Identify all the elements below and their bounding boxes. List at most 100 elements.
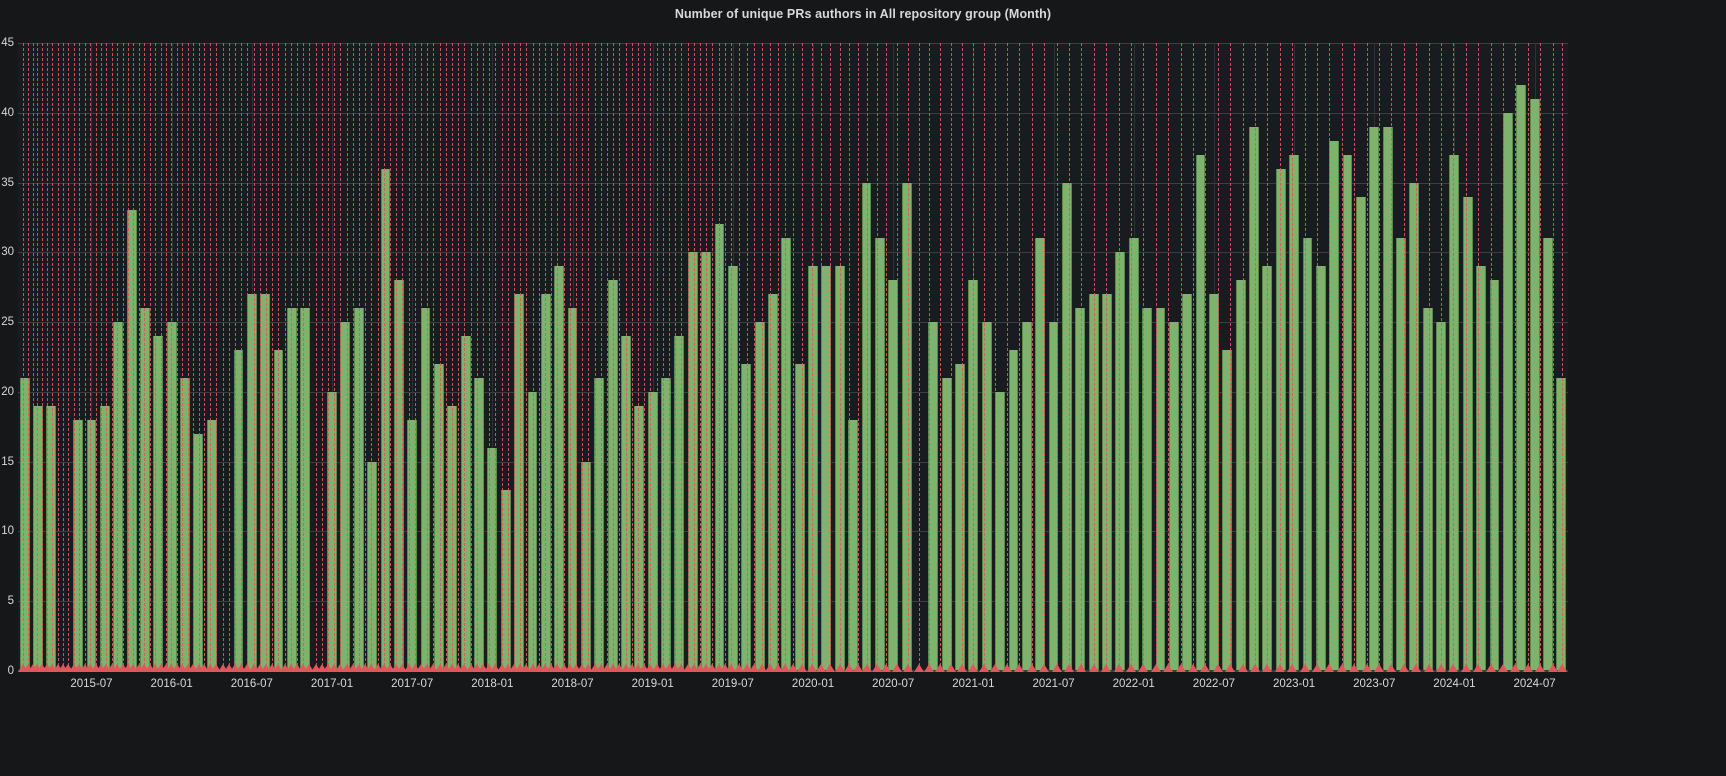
- bar[interactable]: [1008, 350, 1019, 671]
- bar[interactable]: [126, 210, 137, 671]
- bar[interactable]: [634, 405, 645, 671]
- annotation-marker-icon[interactable]: [285, 664, 296, 672]
- annotation-marker-icon[interactable]: [397, 664, 408, 672]
- annotation-marker-icon[interactable]: [133, 664, 144, 672]
- annotation-marker-icon[interactable]: [1212, 664, 1223, 672]
- annotation-marker-icon[interactable]: [540, 664, 550, 672]
- annotation-marker-icon[interactable]: [188, 664, 199, 672]
- bar[interactable]: [995, 391, 1006, 671]
- annotation-marker-icon[interactable]: [101, 664, 112, 672]
- bar[interactable]: [727, 266, 738, 671]
- annotation-marker-icon[interactable]: [1547, 664, 1558, 672]
- annotation-marker-icon[interactable]: [843, 664, 854, 672]
- annotation-marker-icon[interactable]: [521, 664, 532, 672]
- annotation-marker-icon[interactable]: [701, 664, 712, 672]
- bar[interactable]: [1142, 308, 1153, 671]
- bar[interactable]: [1342, 154, 1353, 671]
- annotation-marker-icon[interactable]: [515, 664, 526, 672]
- bar[interactable]: [1061, 182, 1072, 671]
- annotation-marker-icon[interactable]: [608, 664, 619, 672]
- annotation-marker-icon[interactable]: [106, 664, 117, 672]
- annotation-marker-icon[interactable]: [595, 664, 606, 672]
- bar[interactable]: [46, 405, 57, 671]
- annotation-marker-icon[interactable]: [490, 664, 501, 672]
- bar[interactable]: [1155, 308, 1166, 671]
- annotation-marker-icon[interactable]: [166, 664, 177, 672]
- annotation-marker-icon[interactable]: [1051, 664, 1062, 672]
- annotation-marker-icon[interactable]: [1125, 664, 1136, 672]
- bar[interactable]: [1168, 322, 1179, 671]
- annotation-marker-icon[interactable]: [626, 664, 637, 672]
- annotation-marker-icon[interactable]: [484, 664, 495, 672]
- bar[interactable]: [580, 461, 591, 671]
- bar[interactable]: [768, 294, 778, 671]
- bar[interactable]: [99, 405, 110, 671]
- annotation-marker-icon[interactable]: [85, 664, 96, 672]
- bar[interactable]: [514, 294, 524, 671]
- bar[interactable]: [380, 168, 391, 671]
- annotation-markers[interactable]: [18, 663, 1568, 673]
- annotation-marker-icon[interactable]: [834, 664, 845, 672]
- annotation-marker-icon[interactable]: [1063, 664, 1074, 672]
- annotation-marker-icon[interactable]: [620, 664, 631, 672]
- bar[interactable]: [1516, 84, 1527, 671]
- annotation-marker-icon[interactable]: [478, 664, 488, 672]
- annotation-marker-icon[interactable]: [1556, 664, 1567, 672]
- annotation-marker-icon[interactable]: [571, 664, 581, 672]
- annotation-marker-icon[interactable]: [797, 664, 808, 672]
- bar[interactable]: [460, 336, 471, 671]
- bar[interactable]: [754, 322, 765, 671]
- annotation-marker-icon[interactable]: [676, 664, 687, 672]
- bar[interactable]: [1449, 154, 1460, 671]
- annotation-marker-icon[interactable]: [428, 664, 439, 672]
- annotation-marker-icon[interactable]: [989, 664, 1000, 672]
- annotation-marker-icon[interactable]: [1187, 664, 1198, 672]
- annotation-marker-icon[interactable]: [211, 664, 222, 672]
- annotation-marker-icon[interactable]: [360, 664, 371, 672]
- annotation-marker-icon[interactable]: [772, 664, 783, 672]
- annotation-marker-icon[interactable]: [509, 664, 519, 672]
- annotation-marker-icon[interactable]: [527, 664, 538, 672]
- annotation-marker-icon[interactable]: [177, 664, 188, 672]
- annotation-marker-icon[interactable]: [150, 664, 161, 672]
- annotation-marker-icon[interactable]: [749, 664, 760, 672]
- annotation-marker-icon[interactable]: [95, 664, 106, 672]
- annotation-marker-icon[interactable]: [956, 664, 967, 672]
- bar[interactable]: [1409, 182, 1420, 671]
- bar[interactable]: [1048, 322, 1059, 671]
- bar[interactable]: [73, 419, 84, 671]
- annotation-marker-icon[interactable]: [440, 664, 451, 672]
- annotation-marker-icon[interactable]: [254, 664, 265, 672]
- bar[interactable]: [1075, 308, 1086, 671]
- annotation-marker-icon[interactable]: [403, 664, 414, 672]
- annotation-marker-icon[interactable]: [372, 664, 383, 672]
- annotation-marker-icon[interactable]: [552, 664, 563, 672]
- bar[interactable]: [1543, 238, 1553, 671]
- annotation-marker-icon[interactable]: [139, 664, 150, 672]
- annotation-marker-icon[interactable]: [1510, 664, 1521, 672]
- annotation-marker-icon[interactable]: [806, 664, 817, 672]
- bar[interactable]: [1422, 308, 1433, 671]
- annotation-marker-icon[interactable]: [1150, 664, 1161, 672]
- annotation-marker-icon[interactable]: [1225, 664, 1236, 672]
- annotation-marker-icon[interactable]: [788, 664, 798, 672]
- bar[interactable]: [1302, 238, 1313, 671]
- bar[interactable]: [848, 419, 859, 671]
- annotation-marker-icon[interactable]: [1497, 664, 1508, 672]
- annotation-marker-icon[interactable]: [1163, 664, 1174, 672]
- annotation-marker-icon[interactable]: [780, 664, 791, 672]
- bar[interactable]: [1529, 98, 1540, 671]
- annotation-marker-icon[interactable]: [354, 664, 364, 672]
- annotation-marker-icon[interactable]: [657, 664, 668, 672]
- annotation-marker-icon[interactable]: [128, 664, 139, 672]
- annotation-marker-icon[interactable]: [292, 664, 302, 672]
- annotation-marker-icon[interactable]: [117, 664, 128, 672]
- bar[interactable]: [1128, 238, 1139, 671]
- annotation-marker-icon[interactable]: [978, 664, 989, 672]
- bar[interactable]: [1115, 252, 1126, 671]
- annotation-marker-icon[interactable]: [1249, 664, 1260, 672]
- annotation-marker-icon[interactable]: [1088, 664, 1099, 672]
- annotation-marker-icon[interactable]: [155, 664, 166, 672]
- annotation-marker-icon[interactable]: [1485, 664, 1496, 672]
- annotation-marker-icon[interactable]: [862, 664, 873, 672]
